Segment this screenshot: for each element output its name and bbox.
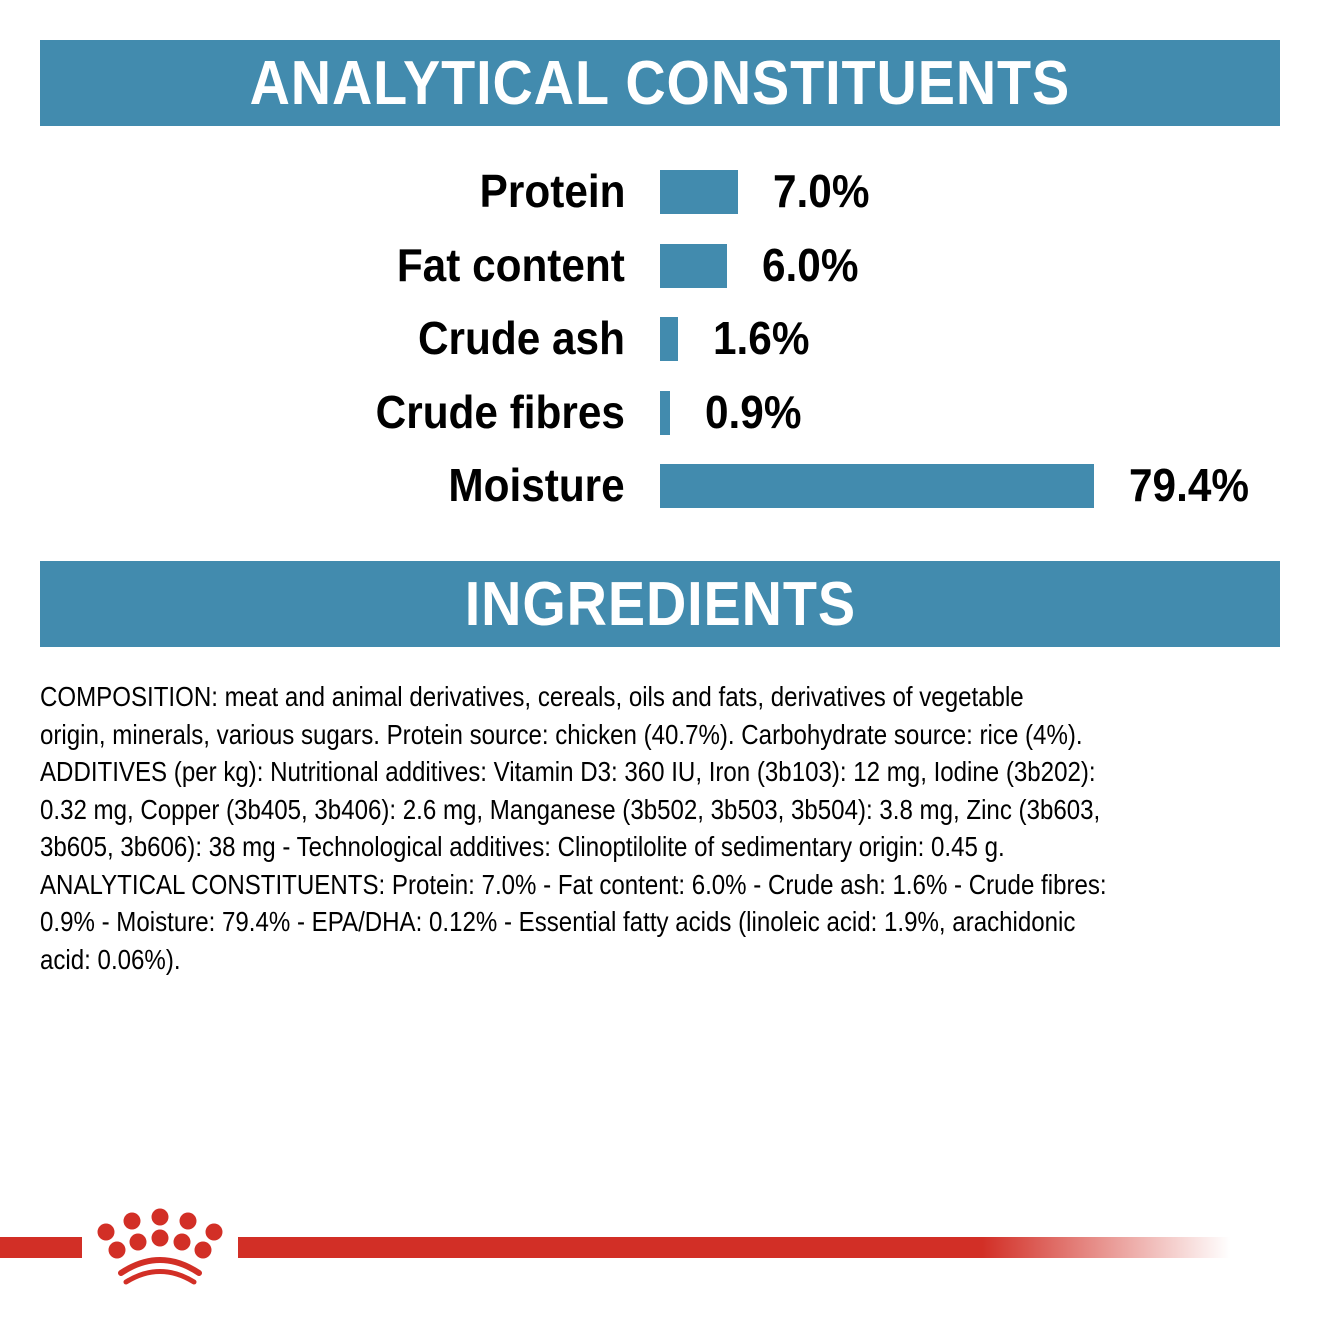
value-label: 0.9% [704, 385, 802, 438]
ingredients-line: origin, minerals, various sugars. Protei… [40, 718, 1083, 750]
ingredients-title: INGREDIENTS [464, 569, 856, 639]
category-label: Moisture [448, 459, 625, 511]
value-label: 1.6% [712, 312, 810, 364]
category-label: Fat content [396, 238, 625, 291]
category-label: Crude fibres [375, 385, 625, 438]
ingredients-line: acid: 0.06%). [40, 943, 181, 975]
analytical-constituents-header: ANALYTICAL CONSTITUENTS [40, 40, 1280, 126]
bar-moisture [660, 464, 1094, 508]
ingredients-line: ADDITIVES (per kg): Nutritional additive… [40, 756, 1096, 787]
bar-crude-fibres [660, 390, 670, 435]
bar-crude-ash [660, 317, 678, 361]
value-label: 6.0% [761, 238, 859, 291]
analytical-constituents-title: ANALYTICAL CONSTITUENTS [249, 48, 1071, 118]
crown-logo-icon [97, 1208, 223, 1285]
ingredients-line: COMPOSITION: meat and animal derivatives… [40, 681, 1024, 712]
ingredients-line: ANALYTICAL CONSTITUENTS: Protein: 7.0% -… [40, 868, 1107, 900]
ingredients-line: 3b605, 3b606): 38 mg - Technological add… [40, 831, 1005, 862]
ingredients-text: COMPOSITION: meat and animal derivatives… [40, 678, 1300, 978]
chart-row: Fat content 6.0% [0, 239, 1320, 291]
chart-row: Protein 7.0% [0, 165, 1320, 217]
category-label: Crude ash [418, 312, 625, 364]
bar-fat-content [660, 243, 727, 288]
bar-protein [660, 170, 738, 214]
brand-stripe-left [0, 1237, 82, 1258]
ingredients-header: INGREDIENTS [40, 561, 1280, 647]
chart-row: Moisture 79.4% [0, 459, 1320, 511]
ingredients-line: 0.32 mg, Copper (3b405, 3b406): 2.6 mg, … [40, 793, 1101, 825]
value-label: 7.0% [772, 165, 870, 217]
chart-row: Crude fibres 0.9% [0, 386, 1320, 438]
brand-stripe-right [238, 1237, 1230, 1258]
value-label: 79.4% [1129, 459, 1250, 511]
ingredients-line: 0.9% - Moisture: 79.4% - EPA/DHA: 0.12% … [40, 906, 1076, 937]
category-label: Protein [479, 165, 625, 217]
chart-row: Crude ash 1.6% [0, 312, 1320, 364]
